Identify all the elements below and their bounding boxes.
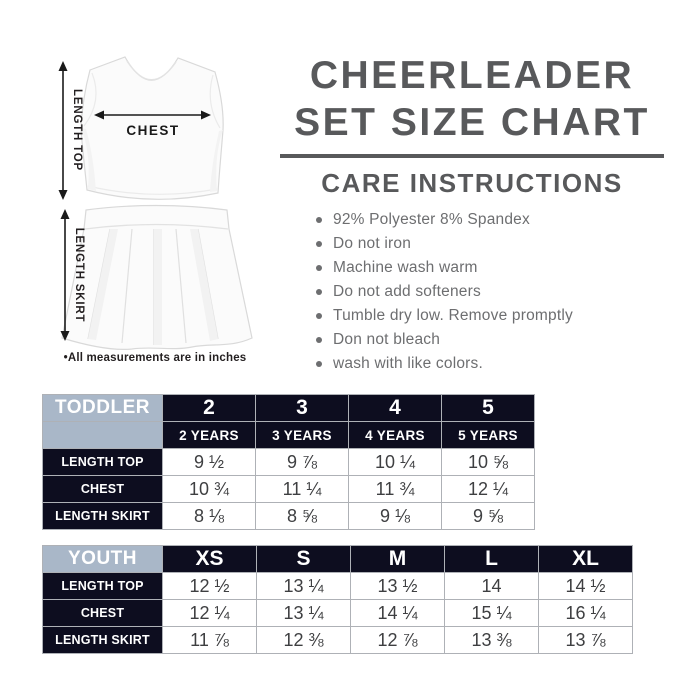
- measurement-value: 14 ½: [538, 572, 633, 600]
- measurement-value: 9 ⅛: [348, 502, 442, 530]
- care-item-text: Machine wash warm: [333, 259, 478, 276]
- list-item: Tumble dry low. Remove promptly: [316, 307, 664, 325]
- bullet-icon: [316, 313, 322, 319]
- skirt-drawing: [61, 204, 253, 350]
- measurement-value: 10 ⅝: [441, 448, 535, 476]
- size-header: 5: [441, 394, 535, 422]
- length-skirt-arrow-icon: [60, 209, 70, 341]
- table-row: CHEST 10 ¾ 11 ¼ 11 ¾ 12 ¼: [42, 475, 535, 503]
- years-header: 5 YEARS: [441, 421, 535, 449]
- years-header: 3 YEARS: [255, 421, 349, 449]
- row-label: CHEST: [42, 475, 163, 503]
- care-item-text: Do not add softeners: [333, 283, 481, 300]
- measurement-value: 11 ⅞: [162, 626, 257, 654]
- toddler-group-header: TODDLER: [42, 394, 163, 422]
- list-item: Do not add softeners: [316, 283, 664, 301]
- measurement-value: 13 ¼: [256, 572, 351, 600]
- length-top-label: LENGTH TOP: [71, 89, 83, 171]
- row-label: LENGTH SKIRT: [42, 626, 163, 654]
- table-row: TODDLER 2 3 4 5: [42, 394, 535, 422]
- measurement-value: 15 ¼: [444, 599, 539, 627]
- measurement-note: •All measurements are in inches: [63, 352, 247, 364]
- chest-arrow-icon: [94, 110, 211, 120]
- measurement-value: 14 ¼: [350, 599, 445, 627]
- divider: [280, 154, 664, 158]
- list-item: 92% Polyester 8% Spandex: [316, 211, 664, 229]
- care-item-text: Tumble dry low. Remove promptly: [333, 307, 573, 324]
- measurement-value: 9 ⅞: [255, 448, 349, 476]
- care-item-text: wash with like colors.: [333, 355, 483, 372]
- size-header: XS: [162, 545, 257, 573]
- measurement-value: 8 ⅝: [255, 502, 349, 530]
- bullet-icon: [316, 241, 322, 247]
- measurement-value: 9 ⅝: [441, 502, 535, 530]
- row-label: LENGTH TOP: [42, 572, 163, 600]
- table-row: LENGTH SKIRT 11 ⅞ 12 ⅜ 12 ⅞ 13 ⅜ 13 ⅞: [42, 626, 633, 654]
- bullet-icon: [316, 361, 322, 367]
- measurement-value: 12 ¼: [441, 475, 535, 503]
- list-item: Machine wash warm: [316, 259, 664, 277]
- measurement-value: 12 ¼: [162, 599, 257, 627]
- table-row: LENGTH SKIRT 8 ⅛ 8 ⅝ 9 ⅛ 9 ⅝: [42, 502, 535, 530]
- table-row: CHEST 12 ¼ 13 ¼ 14 ¼ 15 ¼ 16 ¼: [42, 599, 633, 627]
- list-item: wash with like colors.: [316, 355, 664, 373]
- measurement-value: 13 ⅜: [444, 626, 539, 654]
- table-row: 2 YEARS 3 YEARS 4 YEARS 5 YEARS: [42, 421, 535, 449]
- list-item: Don not bleach: [316, 331, 664, 349]
- measurement-value: 8 ⅛: [162, 502, 256, 530]
- crop-top-drawing: [80, 56, 224, 200]
- care-instructions-list: 92% Polyester 8% Spandex Do not iron Mac…: [280, 211, 664, 373]
- measurement-value: 11 ¾: [348, 475, 442, 503]
- measurement-value: 9 ½: [162, 448, 256, 476]
- care-item-text: Do not iron: [333, 235, 412, 252]
- chest-label: CHEST: [126, 123, 179, 138]
- measurement-value: 13 ⅞: [538, 626, 633, 654]
- measurement-value: 13 ½: [350, 572, 445, 600]
- measurement-value: 14: [444, 572, 539, 600]
- size-header: 4: [348, 394, 442, 422]
- size-header: 3: [255, 394, 349, 422]
- bullet-icon: [316, 289, 322, 295]
- size-header: 2: [162, 394, 256, 422]
- youth-group-header: YOUTH: [42, 545, 163, 573]
- measurement-value: 12 ½: [162, 572, 257, 600]
- toddler-size-table: TODDLER 2 3 4 5 2 YEARS 3 YEARS 4 YEARS …: [42, 394, 535, 530]
- measurement-value: 13 ¼: [256, 599, 351, 627]
- measurement-value: 12 ⅞: [350, 626, 445, 654]
- table-row: LENGTH TOP 12 ½ 13 ¼ 13 ½ 14 14 ½: [42, 572, 633, 600]
- size-header: XL: [538, 545, 633, 573]
- measurement-value: 10 ¼: [348, 448, 442, 476]
- measurement-value: 12 ⅜: [256, 626, 351, 654]
- years-header: 2 YEARS: [162, 421, 256, 449]
- header-column: CHEERLEADER SET SIZE CHART CARE INSTRUCT…: [280, 52, 664, 379]
- row-label: CHEST: [42, 599, 163, 627]
- table-row: LENGTH TOP 9 ½ 9 ⅞ 10 ¼ 10 ⅝: [42, 448, 535, 476]
- youth-size-table: YOUTH XS S M L XL LENGTH TOP 12 ½ 13 ¼ 1…: [42, 545, 633, 654]
- length-skirt-label: LENGTH SKIRT: [73, 228, 85, 323]
- page-title-line2: SET SIZE CHART: [294, 101, 650, 144]
- row-label: LENGTH TOP: [42, 448, 163, 476]
- care-item-text: Don not bleach: [333, 331, 441, 348]
- length-top-arrow-icon: [58, 61, 68, 200]
- table-row: YOUTH XS S M L XL: [42, 545, 633, 573]
- care-instructions-title: CARE INSTRUCTIONS: [321, 168, 623, 198]
- size-header: S: [256, 545, 351, 573]
- bullet-icon: [316, 337, 322, 343]
- years-header: 4 YEARS: [348, 421, 442, 449]
- garment-illustration: CHEST LENGTH TOP LENGTH SKIRT: [58, 56, 253, 350]
- measurement-value: 11 ¼: [255, 475, 349, 503]
- bullet-icon: [316, 217, 322, 223]
- bullet-icon: [316, 265, 322, 271]
- list-item: Do not iron: [316, 235, 664, 253]
- measurement-value: 16 ¼: [538, 599, 633, 627]
- row-label: LENGTH SKIRT: [42, 502, 163, 530]
- care-item-text: 92% Polyester 8% Spandex: [333, 211, 530, 228]
- empty-cell: [42, 421, 163, 449]
- measurement-value: 10 ¾: [162, 475, 256, 503]
- size-header: M: [350, 545, 445, 573]
- page-title-line1: CHEERLEADER: [309, 54, 635, 97]
- size-header: L: [444, 545, 539, 573]
